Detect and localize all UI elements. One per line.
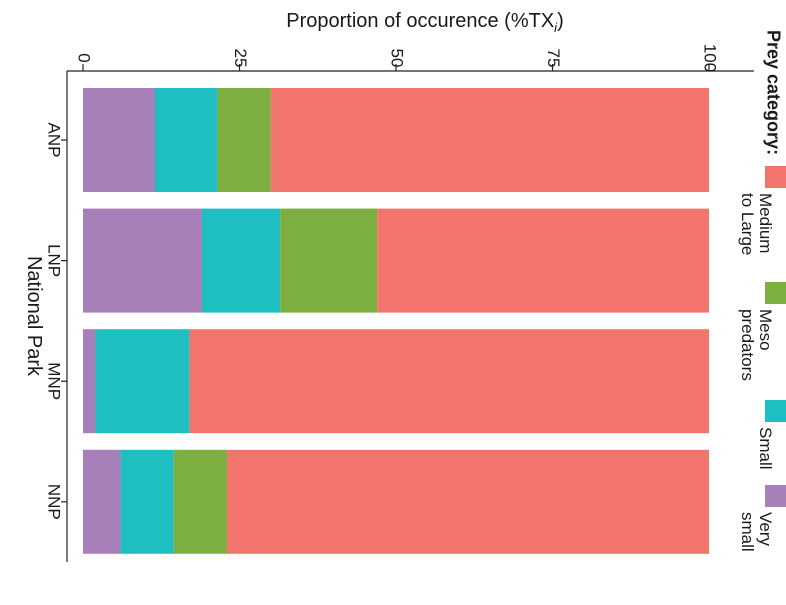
bar-segment bbox=[226, 449, 710, 554]
category-tick-label: ANP bbox=[45, 123, 64, 158]
bar-segment bbox=[120, 449, 174, 554]
bar-segment bbox=[377, 208, 709, 313]
legend-label: Small bbox=[756, 427, 775, 470]
value-tick-label: 75 bbox=[544, 49, 563, 68]
value-tick-label: 0 bbox=[75, 53, 94, 62]
value-axis-title: Proportion of occurence (%TXi) bbox=[286, 10, 563, 35]
legend-label-line: Meso bbox=[756, 309, 775, 351]
legend-title: Prey category: bbox=[763, 30, 783, 155]
legend-label: Mesopredators bbox=[738, 309, 775, 381]
legend-key bbox=[765, 282, 786, 304]
axes bbox=[66, 70, 754, 562]
legend-label: Verysmall bbox=[738, 512, 775, 552]
category-axis-title: National Park bbox=[23, 256, 45, 377]
legend-key bbox=[765, 166, 786, 188]
legend-label-line: Medium bbox=[756, 193, 775, 253]
bar-segment bbox=[280, 208, 378, 313]
bar-segment bbox=[173, 449, 227, 554]
legend-label-line: to Large bbox=[738, 193, 757, 255]
legend: Prey category: Mediumto Large Mesopredator… bbox=[738, 30, 786, 552]
category-tick-label: LNP bbox=[45, 244, 64, 277]
legend-key bbox=[765, 400, 786, 422]
value-tick-label: 100 bbox=[701, 44, 720, 72]
legend-label-line: Small bbox=[756, 427, 775, 470]
bar-segment bbox=[189, 329, 710, 434]
legend-key bbox=[765, 485, 786, 507]
value-tick-label: 50 bbox=[388, 49, 407, 68]
bar-segment bbox=[83, 208, 202, 313]
legend-label: Mediumto Large bbox=[738, 193, 775, 255]
bar-segment bbox=[270, 88, 709, 192]
bar-segment bbox=[154, 88, 218, 192]
value-axis-title-text: Proportion of occurence (%TX bbox=[286, 10, 554, 32]
value-axis-ticks: 0 25 50 75 100 bbox=[75, 44, 720, 72]
category-tick-label: MNP bbox=[45, 362, 64, 400]
bar-segment bbox=[95, 329, 190, 434]
category-tick-label: NNP bbox=[45, 484, 64, 520]
legend-label-line: Very bbox=[756, 512, 775, 547]
legend-label-line: small bbox=[738, 512, 757, 552]
legend-label-line: predators bbox=[738, 309, 757, 381]
bar-segment bbox=[83, 88, 155, 192]
bar-segment bbox=[201, 208, 281, 313]
bar-segment bbox=[83, 329, 96, 434]
bar-segment bbox=[217, 88, 271, 192]
bar-segment bbox=[83, 449, 121, 554]
bars bbox=[83, 88, 710, 554]
value-axis-title-suffix: ) bbox=[557, 10, 564, 32]
value-axis-title-subscript: i bbox=[554, 20, 558, 35]
value-tick-label: 25 bbox=[231, 49, 250, 68]
category-axis-ticks: ANP LNP MNP NNP bbox=[45, 123, 67, 520]
